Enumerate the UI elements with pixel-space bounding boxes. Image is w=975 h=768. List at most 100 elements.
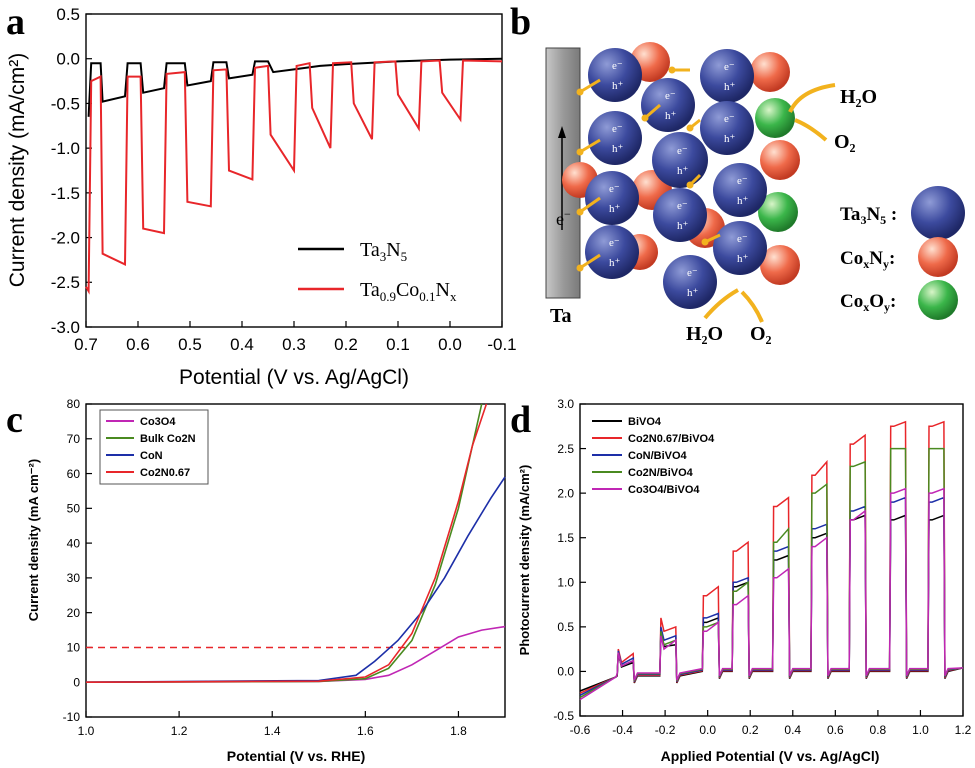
panel-a-ytick-label: -1.0	[51, 139, 80, 158]
ta3n5-sphere	[700, 49, 754, 103]
legend-sub2: y	[884, 300, 890, 314]
legend-sub2: y	[883, 257, 889, 271]
charge-transfer-arrowhead	[576, 264, 584, 272]
panel-c-ytick-label: 70	[67, 432, 81, 446]
panel-d-legend-label: CoN/BiVO4	[628, 450, 688, 462]
panel-c-ytick-label: 80	[67, 397, 81, 411]
panel-a-xtick-label: 0.7	[74, 335, 98, 354]
panel-a-ylabel: Current density (mA/cm²)	[6, 53, 29, 288]
panel-a-ytick-label: -3.0	[51, 318, 80, 337]
electron-label: e⁻	[609, 183, 620, 195]
h2o-in-arrow-bottom	[703, 288, 739, 320]
panel-c-xlabel: Potential (V vs. RHE)	[227, 748, 365, 764]
legend-mid: N	[869, 248, 883, 269]
panel-c-xtick-label: 1.8	[450, 724, 467, 738]
electron-flow-arrowhead	[558, 126, 566, 138]
panel-d-ytick-label: 2.5	[557, 442, 574, 456]
legend-taco-sub09: 0.9	[380, 289, 396, 304]
panel-a-series-line-0	[87, 57, 503, 117]
electron-label: e⁻	[724, 113, 735, 125]
panel-d-xtick-label: 0.4	[784, 723, 801, 737]
panel-a-xtick-label: 0.2	[334, 335, 358, 354]
panel-d-plot-frame	[579, 403, 964, 717]
panel-a-series-line-1	[85, 59, 503, 295]
panel-c-xtick-label: 1.4	[264, 724, 281, 738]
charge-transfer-arrow	[579, 196, 601, 214]
electron-flow-e: e	[556, 209, 564, 229]
o2-bottom-label: O₂	[750, 323, 772, 345]
panel-c-series-line-2	[85, 476, 506, 683]
legend-taco-co: Co	[396, 279, 419, 301]
ta3n5-sphere	[652, 132, 708, 188]
electron-label: e⁻	[687, 267, 698, 279]
panel-a-ytick-label: -2.5	[51, 273, 80, 292]
ta-electrode-label: Ta	[550, 305, 572, 327]
h2o-top-label: H₂O	[840, 86, 877, 108]
panel-a-ytick-label: -2.0	[51, 229, 80, 248]
electron-label: e⁻	[612, 60, 623, 72]
panel-d-chart: -0.6 -0.4 -0.2 0.0 0.2 0.4 0.6 0.8 1.0 1.2 3.0 2.5 2…	[517, 397, 972, 764]
panel-d-xtick-label: 0.8	[870, 723, 887, 737]
panel-a-ytick-label: 0.5	[56, 5, 80, 24]
panel-c-xtick-label: 1.2	[171, 724, 188, 738]
hole-label: h⁺	[724, 81, 736, 93]
charge-transfer-arrowhead	[641, 114, 649, 122]
panel-b-legend: Ta3N5 : CoxNy: CoxOy:	[840, 186, 965, 320]
ta3n5-sphere	[585, 171, 639, 225]
panel-d-series-line-1	[579, 420, 964, 694]
panel-d-legend-label: Co2N/BiVO4	[628, 467, 694, 479]
panel-d-xlabel: Applied Potential (V vs. Ag/AgCl)	[661, 748, 880, 764]
ta3n5-sphere	[713, 163, 767, 217]
electron-label: e⁻	[737, 175, 748, 187]
panel-d-letter: d	[510, 399, 531, 441]
legend-taco-ta: Ta	[360, 279, 380, 301]
legend-sub1: x	[863, 257, 869, 271]
panel-c-plot-frame	[85, 403, 506, 718]
panel-c-legend-label: CoN	[140, 450, 163, 462]
ta3n5-sphere	[585, 225, 639, 279]
panel-c-ytick-label: -10	[63, 710, 81, 724]
panel-a-chart: 0.7 0.6 0.5 0.4 0.3 0.2 0.1 0.0 -0.1 0.5 0.0 -0.5 -1…	[6, 5, 517, 389]
legend-suffix: :	[886, 204, 897, 225]
charge-transfer-arrowhead	[686, 181, 694, 189]
panel-b-legend-label: Ta3N5 :	[840, 204, 897, 227]
panel-a-xtick-label: 0.5	[178, 335, 202, 354]
charge-transfer-arrowhead	[576, 148, 584, 156]
panel-c-legend-label: Bulk Co2N	[140, 433, 196, 445]
panel-d-xtick-label: -0.6	[570, 723, 591, 737]
legend-sub1: x	[863, 300, 869, 314]
panel-a-ytick-label: -1.5	[51, 184, 80, 203]
electron-label: e⁻	[724, 61, 735, 73]
legend-sub1: 3	[860, 213, 866, 227]
charge-transfer-arrow	[579, 253, 601, 270]
panel-c-series-line-3	[85, 403, 488, 684]
panel-d-series-line-4	[579, 487, 964, 701]
panel-a-legend-label-taco: Ta0.9Co0.1Nx	[360, 279, 457, 304]
charge-transfer-arrowhead	[668, 66, 676, 74]
coxny-sphere	[760, 245, 800, 285]
legend-ta3n5-n: N	[386, 239, 400, 261]
ta3n5-sphere	[641, 78, 695, 132]
ta3n5-sphere	[713, 221, 767, 275]
panel-d-xtick-label: 1.0	[912, 723, 929, 737]
panel-b-legend-label: CoxNy:	[840, 248, 895, 271]
hole-label: h⁺	[724, 133, 736, 145]
panel-c-ytick-label: 30	[67, 571, 81, 585]
panel-d-xtick-label: 0.6	[827, 723, 844, 737]
legend-suffix: :	[890, 291, 896, 312]
panel-d-ytick-label: 1.0	[557, 575, 574, 589]
panel-d-xtick-label: 0.2	[742, 723, 759, 737]
panel-d-xtick-label: 0.0	[699, 723, 716, 737]
panel-c-ytick-label: 0	[73, 675, 80, 689]
panel-d-series-line-2	[579, 496, 964, 696]
electron-flow-label: e−	[556, 207, 571, 229]
hole-label: h⁺	[612, 143, 624, 155]
panel-d-legend-label: BiVO4	[628, 416, 662, 428]
hole-label: h⁺	[609, 203, 621, 215]
panel-c-legend-label: Co3O4	[140, 416, 176, 428]
hole-label: h⁺	[609, 257, 621, 269]
panel-b-legend-label: CoxOy:	[840, 291, 896, 314]
panel-a-xtick-label: -0.1	[487, 335, 516, 354]
ta3n5-sphere	[653, 188, 707, 242]
electron-flow-minus: −	[564, 207, 571, 221]
